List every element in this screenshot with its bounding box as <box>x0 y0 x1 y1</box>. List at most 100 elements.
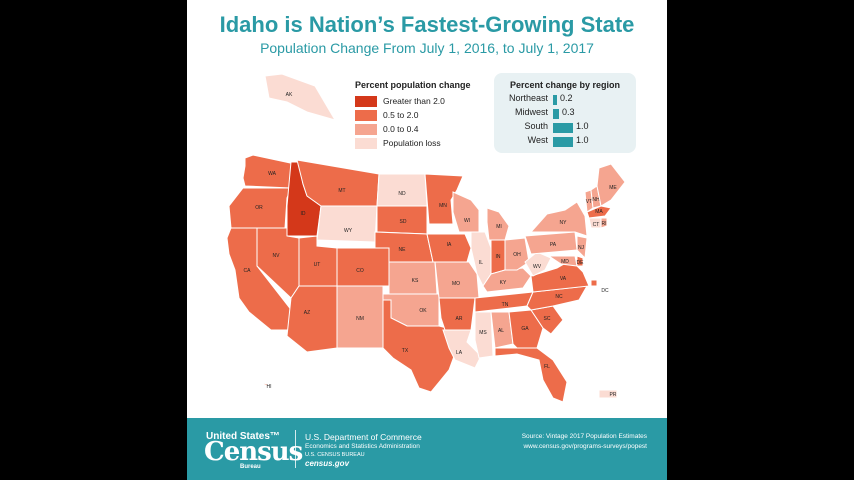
state-nj <box>576 235 588 260</box>
state-label-ma: MA <box>595 209 603 215</box>
census-gov-link[interactable]: census.gov <box>305 459 350 468</box>
legend-swatch <box>355 95 377 107</box>
state-label-nj: NJ <box>578 245 585 251</box>
map-legend: Percent population change Greater than 2… <box>355 80 495 150</box>
state-mo <box>433 261 480 299</box>
footer-divider <box>295 430 296 468</box>
state-wi <box>452 191 480 233</box>
state-co <box>336 247 390 287</box>
page-title: Idaho is Nation’s Fastest-Growing State <box>219 12 635 37</box>
state-label-va: VA <box>560 276 567 282</box>
legend-title: Percent population change <box>355 80 471 90</box>
state-oh <box>504 237 530 271</box>
footer: United States™ Census Bureau U.S. Depart… <box>187 418 667 480</box>
state-ky <box>482 267 532 293</box>
state-label-dc: DC <box>601 288 609 294</box>
region-row: Midwest 0.3 <box>494 107 636 121</box>
state-label-mn: MN <box>439 203 447 209</box>
state-fl <box>494 347 568 403</box>
legend-swatch <box>355 109 377 121</box>
state-label-id: ID <box>301 211 306 217</box>
legend-item-low: 0.0 to 0.4 <box>355 122 495 136</box>
state-label-mt: MT <box>338 188 345 194</box>
region-row: South 1.0 <box>494 121 636 135</box>
region-panel: Percent change by region Northeast 0.2 Mi… <box>494 73 636 153</box>
state-label-mo: MO <box>452 281 460 287</box>
state-va <box>530 259 590 293</box>
state-label-ok: OK <box>419 308 427 314</box>
state-nd <box>376 173 428 207</box>
legend-item-mid: 0.5 to 2.0 <box>355 108 495 122</box>
source-url[interactable]: www.census.gov/programs-surveys/popest <box>523 443 647 450</box>
region-title: Percent change by region <box>509 80 621 90</box>
region-bar <box>553 95 557 105</box>
state-label-ak: AK <box>286 92 293 98</box>
state-label-ia: IA <box>447 242 452 248</box>
state-label-nh: NH <box>592 197 600 203</box>
state-label-wy: WY <box>344 228 353 234</box>
state-label-sc: SC <box>544 316 551 322</box>
state-label-ca: CA <box>244 268 252 274</box>
state-ia <box>426 233 472 263</box>
region-value: 1.0 <box>576 121 589 131</box>
legend-item-loss: Population loss <box>355 136 495 150</box>
state-label-nv: NV <box>273 253 281 259</box>
state-label-ny: NY <box>560 220 568 226</box>
state-label-in: IN <box>496 254 501 260</box>
state-label-hi: HI <box>267 384 272 390</box>
legend-item-high: Greater than 2.0 <box>355 94 495 108</box>
state-label-fl: FL <box>544 364 550 370</box>
region-value: 0.2 <box>560 93 573 103</box>
region-name: West <box>527 135 548 145</box>
region-name: Midwest <box>514 107 548 117</box>
state-ny <box>529 201 588 237</box>
state-hi <box>258 381 272 389</box>
state-ar <box>438 297 476 331</box>
state-label-wa: WA <box>268 171 277 177</box>
state-la <box>442 329 482 369</box>
state-label-vt: VT <box>586 199 592 205</box>
census-logo: Census <box>204 437 303 467</box>
region-bar <box>553 123 573 133</box>
logo-text-sub: Bureau <box>240 464 261 470</box>
state-az <box>286 285 338 353</box>
state-label-ct: CT <box>593 222 600 228</box>
bureau-name: U.S. CENSUS BUREAU <box>305 452 365 458</box>
infographic-card: AK HI PR WA OR CA ID NV MT WY UT AZ CO NM ND SD NE KS OK TX… <box>187 0 667 480</box>
state-label-me: ME <box>609 185 617 191</box>
state-label-az: AZ <box>304 310 310 316</box>
region-row: Northeast 0.2 <box>494 93 636 107</box>
dept-name: U.S. Department of Commerce <box>305 432 422 442</box>
legend-swatch <box>355 123 377 135</box>
state-ma <box>586 205 612 219</box>
state-label-tx: TX <box>402 348 409 354</box>
legend-label: Population loss <box>383 138 441 148</box>
logo-text-top: United States™ <box>206 431 280 442</box>
state-wy <box>316 205 378 243</box>
legend-swatch <box>355 137 377 149</box>
state-label-ky: KY <box>500 280 507 286</box>
state-label-pr: PR <box>610 392 617 398</box>
state-label-ri: RI <box>602 221 607 227</box>
state-label-ms: MS <box>479 330 487 336</box>
region-value: 1.0 <box>576 135 589 145</box>
legend-label: 0.0 to 0.4 <box>383 124 419 134</box>
region-bar <box>553 109 559 119</box>
state-label-nm: NM <box>356 316 364 322</box>
state-de <box>576 255 584 267</box>
state-label-or: OR <box>255 205 263 211</box>
state-label-wi: WI <box>464 218 470 224</box>
legend-label: 0.5 to 2.0 <box>383 110 419 120</box>
state-label-la: LA <box>456 350 463 356</box>
state-label-pa: PA <box>550 242 557 248</box>
state-label-sd: SD <box>400 219 407 225</box>
state-label-al: AL <box>498 328 504 334</box>
state-label-il: IL <box>479 260 483 266</box>
region-value: 0.3 <box>562 107 575 117</box>
state-ut <box>298 235 338 287</box>
state-label-nd: ND <box>398 191 406 197</box>
eco-name: Economics and Statistics Administration <box>305 443 420 450</box>
state-label-ut: UT <box>314 262 321 268</box>
state-ak <box>264 73 337 121</box>
state-label-ar: AR <box>456 316 463 322</box>
